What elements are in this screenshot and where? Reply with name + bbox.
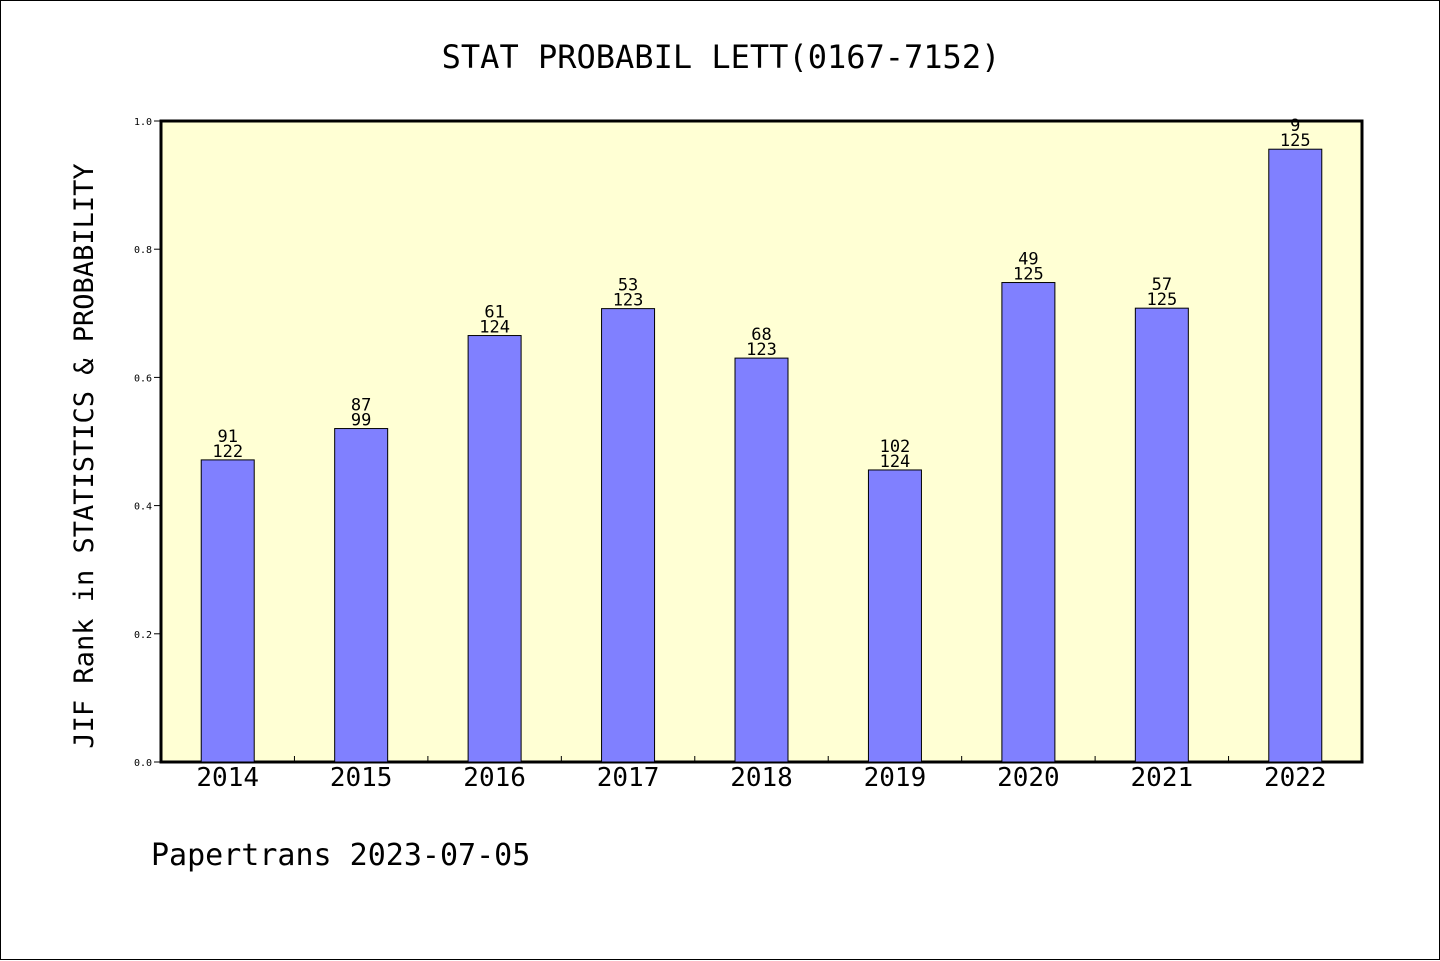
bar	[1134, 307, 1189, 763]
bar	[200, 459, 255, 763]
bar-rank-label: 91	[217, 427, 237, 447]
x-axis-category-label: 2022	[1264, 763, 1327, 793]
bar-rank-label: 68	[751, 325, 771, 345]
bar-rank-label: 57	[1152, 275, 1172, 295]
bar-total-label: 122	[212, 442, 243, 462]
bar	[467, 335, 522, 763]
y-axis-tick-label: 0.4	[134, 502, 152, 513]
bar-total-label: 123	[746, 340, 777, 360]
x-axis-category-label: 2016	[463, 763, 526, 793]
bar-total-label: 125	[1280, 131, 1311, 151]
bar	[601, 308, 656, 763]
y-axis-tick-label: 0.0	[134, 758, 152, 769]
x-axis-category-label: 2014	[196, 763, 259, 793]
bar-rank-label: 102	[880, 437, 911, 457]
bar-total-label: 125	[1146, 290, 1177, 310]
bar-rank-label: 61	[484, 303, 504, 323]
bar	[867, 469, 922, 763]
y-axis-tick-label: 0.6	[134, 373, 152, 384]
bar	[1268, 148, 1323, 763]
y-axis-ticks: 0.0 0.2 0.4 0.6 0.8 1.0	[134, 117, 161, 769]
bar-value-labels: 9112287996112453123681231021244912557125…	[212, 116, 1310, 472]
x-axis-category-label: 2019	[864, 763, 927, 793]
x-axis-category-label: 2017	[597, 763, 660, 793]
x-axis-ticks: 2014 2015 2016 2017 2018 2019 2020 2021 2022	[196, 756, 1327, 793]
x-axis-category-label: 2021	[1131, 763, 1194, 793]
y-axis-tick-label: 0.2	[134, 630, 152, 641]
bar-rank-label: 49	[1018, 250, 1038, 270]
bar-rank-label: 9	[1290, 116, 1300, 136]
bars-layer	[200, 148, 1323, 763]
bar-total-label: 123	[613, 291, 644, 311]
bar-total-label: 99	[351, 411, 371, 431]
x-axis-category-label: 2015	[330, 763, 393, 793]
bar-rank-label: 53	[618, 276, 638, 296]
y-axis-tick-label: 1.0	[134, 117, 152, 128]
bar-total-label: 124	[880, 452, 911, 472]
bar	[734, 357, 789, 763]
footer-text: Papertrans 2023-07-05	[151, 838, 530, 873]
chart-title: STAT PROBABIL LETT(0167-7152)	[442, 38, 1001, 76]
bar	[334, 428, 389, 763]
bar-rank-label: 87	[351, 396, 371, 416]
y-axis-tick-label: 0.8	[134, 245, 152, 256]
x-axis-category-label: 2020	[997, 763, 1060, 793]
bar	[1001, 282, 1056, 763]
bar-total-label: 125	[1013, 265, 1044, 285]
bar-total-label: 124	[479, 318, 510, 338]
y-axis-label: JIF Rank in STATISTICS & PROBABILITY	[69, 163, 100, 748]
x-axis-category-label: 2018	[730, 763, 793, 793]
